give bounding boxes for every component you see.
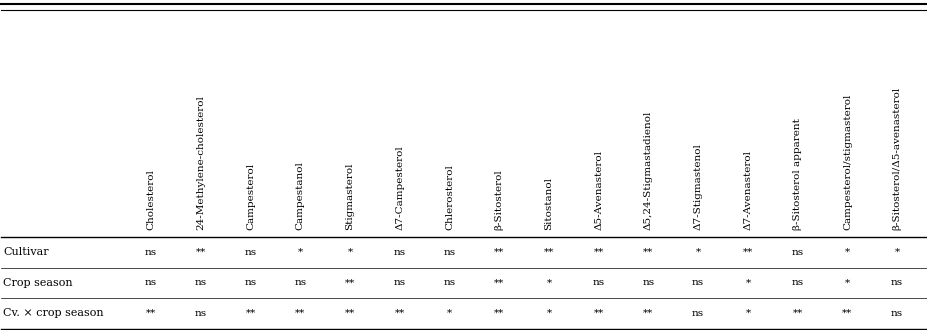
Text: ns: ns	[443, 278, 455, 287]
Text: *: *	[844, 248, 849, 257]
Text: *: *	[695, 248, 700, 257]
Text: ns: ns	[791, 278, 803, 287]
Text: *: *	[844, 278, 849, 287]
Text: **: **	[345, 278, 355, 287]
Text: *: *	[347, 248, 352, 257]
Text: **: **	[295, 309, 305, 318]
Text: Δ5-Avenasterol: Δ5-Avenasterol	[593, 150, 603, 230]
Text: Δ7-Avenasterol: Δ7-Avenasterol	[743, 150, 752, 230]
Text: Δ7-Stigmastenol: Δ7-Stigmastenol	[693, 144, 702, 230]
Text: **: **	[196, 248, 206, 257]
Text: ns: ns	[890, 309, 902, 318]
Text: **: **	[792, 309, 802, 318]
Text: β-Sitosterol apparent: β-Sitosterol apparent	[793, 118, 801, 230]
Text: Sitostanol: Sitostanol	[544, 178, 552, 230]
Text: Chlerosterol: Chlerosterol	[445, 165, 453, 230]
Text: ns: ns	[692, 309, 704, 318]
Text: ns: ns	[145, 248, 157, 257]
Text: **: **	[493, 278, 504, 287]
Text: ns: ns	[393, 278, 405, 287]
Text: ns: ns	[393, 248, 405, 257]
Text: Cholesterol: Cholesterol	[146, 170, 156, 230]
Text: **: **	[543, 248, 553, 257]
Text: *: *	[546, 309, 551, 318]
Text: *: *	[744, 309, 750, 318]
Text: β-Sitosterol/Δ5-avenasterol: β-Sitosterol/Δ5-avenasterol	[892, 87, 901, 230]
Text: **: **	[394, 309, 404, 318]
Text: **: **	[842, 309, 852, 318]
Text: Campesterol: Campesterol	[246, 163, 255, 230]
Text: Cv. × crop season: Cv. × crop season	[3, 308, 104, 318]
Text: ns: ns	[692, 278, 704, 287]
Text: Campestanol: Campestanol	[296, 162, 305, 230]
Text: Crop season: Crop season	[3, 278, 73, 288]
Text: Stigmasterol: Stigmasterol	[345, 163, 354, 230]
Text: **: **	[642, 248, 653, 257]
Text: 24-Methylene-cholesterol: 24-Methylene-cholesterol	[197, 96, 205, 230]
Text: ns: ns	[791, 248, 803, 257]
Text: **: **	[493, 248, 504, 257]
Text: ns: ns	[294, 278, 306, 287]
Text: ns: ns	[145, 278, 157, 287]
Text: ns: ns	[245, 248, 257, 257]
Text: **: **	[593, 309, 603, 318]
Text: ns: ns	[245, 278, 257, 287]
Text: **: **	[742, 248, 752, 257]
Text: Campesterol/stigmasterol: Campesterol/stigmasterol	[842, 94, 851, 230]
Text: Δ5,24-Stigmastadienol: Δ5,24-Stigmastadienol	[643, 111, 653, 230]
Text: *: *	[546, 278, 551, 287]
Text: ns: ns	[195, 309, 207, 318]
Text: **: **	[593, 248, 603, 257]
Text: Cultivar: Cultivar	[3, 247, 49, 257]
Text: ns: ns	[443, 248, 455, 257]
Text: ns: ns	[195, 278, 207, 287]
Text: **: **	[246, 309, 256, 318]
Text: *: *	[894, 248, 898, 257]
Text: *: *	[447, 309, 451, 318]
Text: ns: ns	[592, 278, 604, 287]
Text: β-Sitosterol: β-Sitosterol	[494, 170, 503, 230]
Text: *: *	[298, 248, 302, 257]
Text: Δ7-Campesterol: Δ7-Campesterol	[395, 146, 404, 230]
Text: **: **	[146, 309, 156, 318]
Text: ns: ns	[890, 278, 902, 287]
Text: **: **	[345, 309, 355, 318]
Text: **: **	[642, 309, 653, 318]
Text: ns: ns	[641, 278, 654, 287]
Text: *: *	[744, 278, 750, 287]
Text: **: **	[493, 309, 504, 318]
